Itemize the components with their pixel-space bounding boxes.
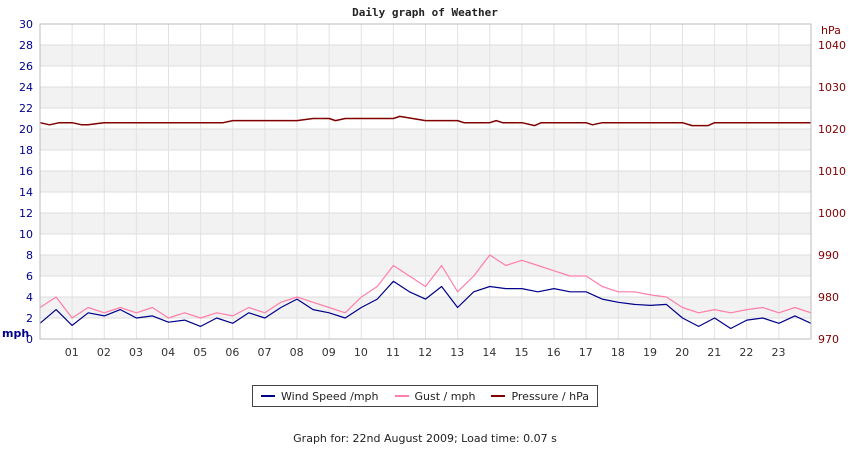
right-tick-label: 970 <box>818 333 839 346</box>
x-tick-label: 05 <box>193 346 207 359</box>
left-tick-label: 10 <box>19 228 33 241</box>
legend-swatch-gust <box>394 395 409 397</box>
left-tick-label: 8 <box>26 249 33 262</box>
series-line-wind <box>39 280 812 330</box>
plot-area-border <box>39 23 812 340</box>
x-tick-label: 15 <box>515 346 529 359</box>
left-tick-label: 14 <box>19 186 33 199</box>
x-tick-label: 02 <box>97 346 111 359</box>
x-tick-label: 12 <box>418 346 432 359</box>
right-tick-label: 980 <box>818 291 839 304</box>
right-tick-label: 1020 <box>818 123 846 136</box>
x-tick-label: 08 <box>290 346 304 359</box>
x-tick-label: 23 <box>772 346 786 359</box>
left-tick-label: 24 <box>19 81 33 94</box>
left-tick-label: 0 <box>26 333 33 346</box>
legend-item-gust: Gust / mph <box>394 389 476 403</box>
left-tick-label: 18 <box>19 144 33 157</box>
x-tick-label: 16 <box>547 346 561 359</box>
x-tick-label: 09 <box>322 346 336 359</box>
left-tick-label: 6 <box>26 270 33 283</box>
left-tick-label: 30 <box>19 18 33 31</box>
right-tick-label: 1030 <box>818 81 846 94</box>
right-tick-label: 1010 <box>818 165 846 178</box>
legend-label-gust: Gust / mph <box>414 389 476 403</box>
series-line-gust <box>39 254 812 319</box>
left-tick-label: 2 <box>26 312 33 325</box>
right-tick-label: 1040 <box>818 39 846 52</box>
left-tick-label: 22 <box>19 102 33 115</box>
x-tick-label: 11 <box>386 346 400 359</box>
x-tick-label: 19 <box>643 346 657 359</box>
x-tick-label: 21 <box>707 346 721 359</box>
legend: Wind Speed /mph Gust / mph Pressure / hP… <box>252 385 598 407</box>
footer-info: Graph for: 22nd August 2009; Load time: … <box>293 432 557 445</box>
x-tick-label: 04 <box>161 346 175 359</box>
legend-item-wind: Wind Speed /mph <box>261 390 379 403</box>
left-tick-label: 26 <box>19 60 33 73</box>
x-tick-label: 01 <box>65 346 79 359</box>
x-tick-label: 22 <box>739 346 753 359</box>
legend-swatch-pressure <box>491 395 506 397</box>
left-tick-label: 20 <box>19 123 33 136</box>
x-tick-label: 03 <box>129 346 143 359</box>
chart-title: Daily graph of Weather <box>352 6 498 19</box>
x-tick-label: 07 <box>258 346 272 359</box>
x-tick-label: 20 <box>675 346 689 359</box>
left-tick-label: 16 <box>19 165 33 178</box>
x-tick-label: 17 <box>579 346 593 359</box>
x-tick-label: 14 <box>482 346 496 359</box>
legend-swatch-wind <box>261 395 275 397</box>
x-tick-label: 06 <box>225 346 239 359</box>
left-axis-unit: mph <box>2 327 29 340</box>
left-tick-label: 4 <box>26 291 33 304</box>
right-tick-label: 1000 <box>818 207 846 220</box>
right-tick-label: 990 <box>818 249 839 262</box>
x-tick-label: 18 <box>611 346 625 359</box>
legend-item-pressure: Pressure / hPa <box>491 390 589 403</box>
legend-label-pressure: Pressure / hPa <box>511 389 589 403</box>
left-tick-label: 12 <box>19 207 33 220</box>
x-tick-label: 10 <box>354 346 368 359</box>
right-axis-unit: hPa <box>821 24 841 37</box>
left-tick-label: 28 <box>19 39 33 52</box>
legend-label-wind: Wind Speed /mph <box>281 389 379 403</box>
series-line-pressure <box>39 115 811 127</box>
x-tick-label: 13 <box>450 346 464 359</box>
